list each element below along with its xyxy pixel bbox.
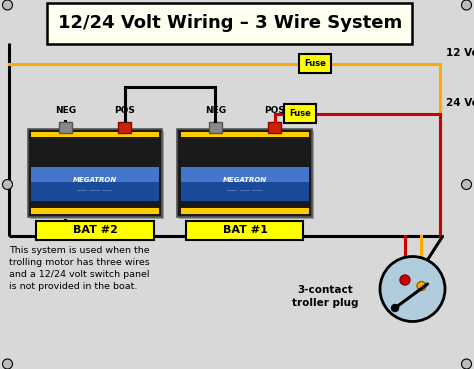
FancyBboxPatch shape (47, 3, 412, 44)
Text: POS: POS (114, 106, 135, 115)
Text: This system is used when the
trolling motor has three wires
and a 12/24 volt swi: This system is used when the trolling mo… (9, 246, 150, 291)
Circle shape (462, 359, 472, 369)
FancyBboxPatch shape (268, 121, 281, 132)
Bar (31, 208, 159, 214)
FancyBboxPatch shape (29, 131, 164, 218)
Circle shape (2, 0, 12, 10)
Text: ——  ——  ——: —— —— —— (77, 188, 113, 193)
Text: MEGATRON: MEGATRON (73, 177, 117, 183)
FancyBboxPatch shape (180, 131, 315, 218)
FancyBboxPatch shape (27, 129, 163, 217)
Text: 12/24 Volt Wiring – 3 Wire System: 12/24 Volt Wiring – 3 Wire System (58, 14, 402, 32)
Text: 12 Volts: 12 Volts (446, 48, 474, 58)
Circle shape (380, 256, 445, 321)
FancyBboxPatch shape (59, 121, 72, 132)
Bar (181, 208, 309, 214)
Circle shape (417, 282, 426, 290)
FancyBboxPatch shape (181, 168, 309, 182)
Text: System Ground: System Ground (192, 223, 288, 232)
Text: 3-contact
troller plug: 3-contact troller plug (292, 285, 358, 308)
Text: NEG: NEG (55, 106, 76, 115)
FancyBboxPatch shape (186, 221, 303, 239)
Text: 24 Volts: 24 Volts (446, 98, 474, 108)
Text: BAT #1: BAT #1 (223, 225, 267, 235)
FancyBboxPatch shape (31, 168, 159, 182)
Circle shape (2, 179, 12, 190)
FancyBboxPatch shape (181, 168, 309, 201)
FancyBboxPatch shape (177, 129, 312, 217)
Text: ——  ——  ——: —— —— —— (228, 188, 263, 193)
FancyBboxPatch shape (118, 121, 131, 132)
FancyBboxPatch shape (31, 168, 159, 201)
Text: Fuse: Fuse (289, 110, 310, 118)
FancyBboxPatch shape (36, 221, 154, 239)
Circle shape (462, 179, 472, 190)
Circle shape (2, 359, 12, 369)
FancyBboxPatch shape (284, 104, 316, 124)
FancyBboxPatch shape (209, 121, 222, 132)
Text: POS: POS (264, 106, 285, 115)
Circle shape (400, 275, 410, 285)
Circle shape (392, 304, 399, 311)
Bar (181, 131, 309, 137)
Text: BAT #2: BAT #2 (73, 225, 118, 235)
Text: NEG: NEG (205, 106, 226, 115)
Bar (31, 131, 159, 137)
FancyBboxPatch shape (299, 55, 331, 73)
Circle shape (462, 0, 472, 10)
Text: Fuse: Fuse (304, 59, 326, 69)
Text: MEGATRON: MEGATRON (223, 177, 267, 183)
